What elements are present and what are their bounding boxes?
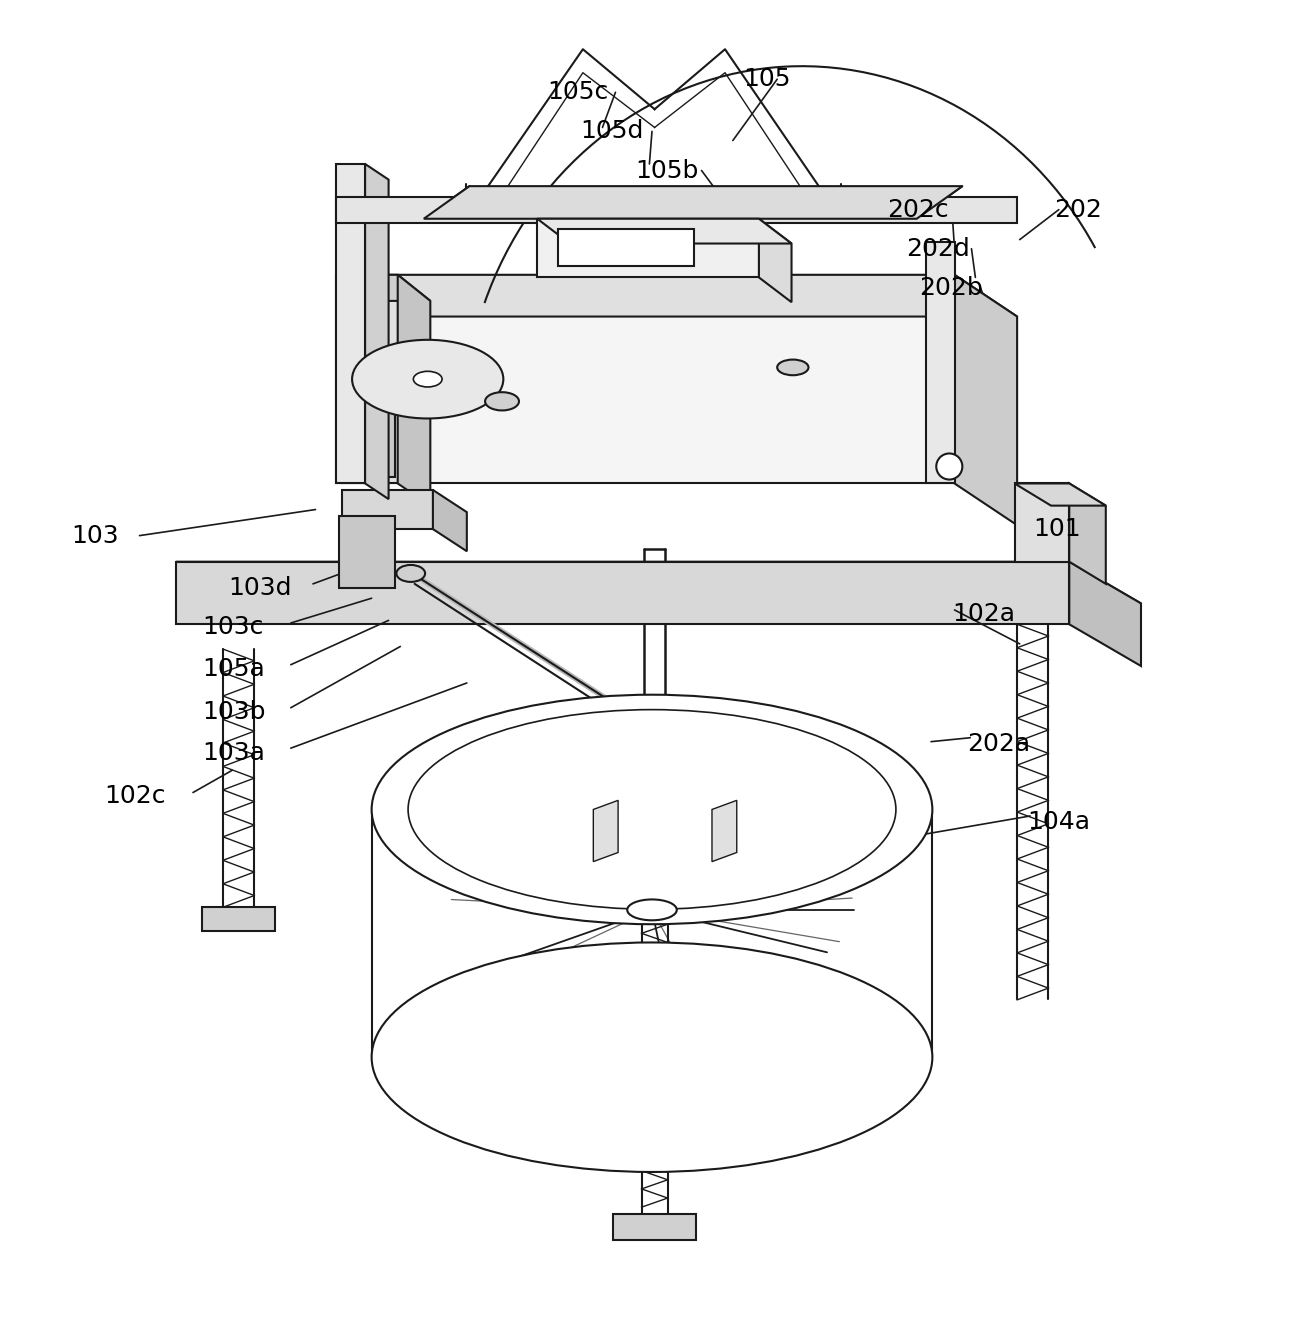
Polygon shape (926, 243, 955, 484)
Ellipse shape (372, 695, 932, 925)
Text: 202: 202 (1054, 198, 1102, 222)
Polygon shape (176, 562, 1069, 624)
Ellipse shape (777, 360, 808, 375)
Polygon shape (537, 219, 792, 244)
Text: 103: 103 (72, 524, 120, 547)
Ellipse shape (627, 900, 677, 921)
Polygon shape (202, 907, 275, 931)
Polygon shape (1069, 484, 1106, 584)
Polygon shape (339, 516, 395, 588)
Text: 104a: 104a (1028, 810, 1090, 835)
Text: 105b: 105b (635, 158, 699, 182)
Polygon shape (336, 274, 1017, 317)
Polygon shape (424, 186, 962, 219)
Text: 102c: 102c (104, 785, 166, 809)
Ellipse shape (408, 710, 896, 909)
Polygon shape (712, 801, 737, 861)
Polygon shape (342, 489, 433, 529)
Ellipse shape (372, 943, 932, 1173)
Polygon shape (558, 230, 694, 265)
Text: 103d: 103d (228, 576, 292, 600)
Ellipse shape (352, 340, 503, 418)
Text: 202b: 202b (919, 276, 983, 299)
Polygon shape (759, 219, 792, 302)
Polygon shape (593, 801, 618, 861)
Ellipse shape (485, 392, 519, 410)
Polygon shape (336, 164, 365, 484)
Polygon shape (398, 274, 430, 505)
Polygon shape (1015, 484, 1106, 505)
Polygon shape (365, 164, 389, 499)
Polygon shape (176, 562, 1141, 603)
Text: 102a: 102a (952, 601, 1015, 625)
Polygon shape (1069, 562, 1141, 666)
Text: 103c: 103c (202, 615, 263, 638)
Text: 105: 105 (743, 67, 790, 91)
Polygon shape (433, 489, 467, 551)
Polygon shape (342, 274, 430, 301)
Polygon shape (342, 274, 398, 484)
Polygon shape (613, 1213, 696, 1240)
Polygon shape (336, 197, 1017, 223)
Text: 103b: 103b (202, 699, 266, 724)
Text: 105d: 105d (580, 120, 644, 144)
Polygon shape (336, 274, 955, 484)
Polygon shape (339, 405, 395, 477)
Ellipse shape (413, 372, 442, 386)
Text: 105a: 105a (202, 657, 265, 681)
Text: 202c: 202c (887, 198, 948, 222)
Ellipse shape (396, 565, 425, 582)
Polygon shape (1015, 484, 1069, 562)
Ellipse shape (936, 454, 962, 480)
Text: 103a: 103a (202, 741, 265, 765)
Text: 202a: 202a (968, 732, 1030, 756)
Text: 105c: 105c (548, 80, 609, 104)
Polygon shape (955, 274, 1017, 525)
Polygon shape (537, 219, 759, 277)
Text: 101: 101 (1033, 517, 1081, 541)
Text: 202d: 202d (906, 236, 970, 261)
